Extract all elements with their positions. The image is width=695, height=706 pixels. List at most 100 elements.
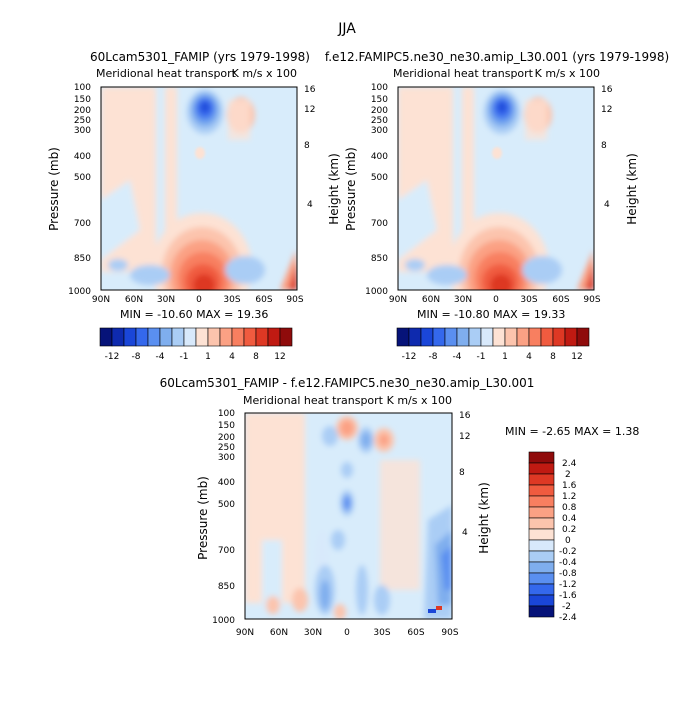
y-tick: 700 <box>371 219 388 229</box>
x-tick: 60N <box>125 295 143 305</box>
cbar-label: 8 <box>253 352 259 362</box>
panel-2-subtitle: Meridional heat transport <box>393 67 534 80</box>
cbar-label: -4 <box>453 352 462 362</box>
panel-3-minmax: MIN = -2.65 MAX = 1.38 <box>505 425 639 438</box>
panel-1-units: K m/s x 100 <box>232 67 297 80</box>
y-tick: 200 <box>371 106 388 116</box>
cbar-label: 4 <box>229 352 235 362</box>
x-tick: 0 <box>344 628 350 638</box>
panel-1-minmax: MIN = -10.60 MAX = 19.36 <box>120 308 268 321</box>
cbar-label: 12 <box>274 352 285 362</box>
x-tick: 0 <box>493 295 499 305</box>
y-tick: 1000 <box>68 287 91 297</box>
x-tick: 90S <box>583 295 600 305</box>
x-tick: 90S <box>441 628 458 638</box>
h-tick: 4 <box>604 200 610 210</box>
h-tick: 8 <box>459 468 465 478</box>
panel-3-title: 60Lcam5301_FAMIP - f.e12.FAMIPC5.ne30_ne… <box>160 376 535 390</box>
x-tick: 90N <box>236 628 254 638</box>
cbar-label: -0.8 <box>559 569 577 579</box>
panel-3-ylabel: Pressure (mb) <box>196 476 210 560</box>
panel-2-ylabel: Pressure (mb) <box>344 147 358 231</box>
y-tick: 150 <box>218 421 235 431</box>
x-tick: 30S <box>373 628 390 638</box>
panel-3-units: K m/s x 100 <box>387 394 452 407</box>
cbar-label: -4 <box>156 352 165 362</box>
x-tick: 0 <box>196 295 202 305</box>
h-tick: 8 <box>304 141 310 151</box>
panel-1-ylabel: Pressure (mb) <box>47 147 61 231</box>
panel-2-field <box>398 87 594 290</box>
y-tick: 400 <box>371 152 388 162</box>
x-tick: 30N <box>304 628 322 638</box>
cbar-label: 2 <box>565 470 571 480</box>
panel-2: f.e12.FAMIPC5.ne30_ne30.amip_L30.001 (yr… <box>325 50 669 362</box>
cbar-label: -2.4 <box>559 613 577 623</box>
y-tick: 300 <box>371 126 388 136</box>
x-tick: 60S <box>407 628 424 638</box>
cbar-label: 12 <box>571 352 582 362</box>
panel-2-minmax: MIN = -10.80 MAX = 19.33 <box>417 308 565 321</box>
panel-2-yticks: 100 150 200 250 300 400 500 700 850 1000 <box>365 83 388 297</box>
y-tick: 100 <box>218 409 235 419</box>
panel-1-subtitle: Meridional heat transport <box>96 67 237 80</box>
page-title: JJA <box>337 21 356 37</box>
y-tick: 250 <box>74 116 91 126</box>
y-tick: 400 <box>218 478 235 488</box>
cbar-label: -1 <box>477 352 486 362</box>
panel-1: 60Lcam5301_FAMIP (yrs 1979-1998) Meridio… <box>47 50 341 362</box>
y-tick: 100 <box>371 83 388 93</box>
panel-1-colorbar: -12 -8 -4 -1 1 4 8 12 <box>99 327 293 362</box>
h-tick: 8 <box>601 141 607 151</box>
x-tick: 90S <box>286 295 303 305</box>
x-tick: 90N <box>389 295 407 305</box>
x-tick: 30S <box>520 295 537 305</box>
x-tick: 60N <box>270 628 288 638</box>
h-tick: 16 <box>304 85 316 95</box>
panel-1-hticks: 16 12 8 4 <box>304 85 316 210</box>
y-tick: 100 <box>74 83 91 93</box>
y-tick: 250 <box>371 116 388 126</box>
y-tick: 300 <box>218 453 235 463</box>
panel-1-hlabel: Height (km) <box>327 153 341 224</box>
y-tick: 850 <box>371 254 388 264</box>
y-tick: 500 <box>371 173 388 183</box>
y-tick: 200 <box>74 106 91 116</box>
h-tick: 12 <box>459 432 470 442</box>
h-tick: 12 <box>304 105 315 115</box>
y-tick: 850 <box>74 254 91 264</box>
panel-2-colorbar: -12 -8 -4 -1 1 4 8 12 <box>396 327 590 362</box>
cbar-label: 0.8 <box>562 503 577 513</box>
panel-3-hticks: 16 12 8 4 <box>459 411 471 538</box>
cbar-label: 4 <box>526 352 532 362</box>
cbar-label: -0.2 <box>559 547 577 557</box>
y-tick: 200 <box>218 433 235 443</box>
panel-3-hlabel: Height (km) <box>477 482 491 553</box>
h-tick: 12 <box>601 105 612 115</box>
cbar-label: 0 <box>565 536 571 546</box>
h-tick: 16 <box>601 85 613 95</box>
x-tick: 30S <box>223 295 240 305</box>
panel-3-colorbar: 2.4 2 1.6 1.2 0.8 0.4 0.2 0 -0.2 -0.4 -0… <box>528 451 577 623</box>
cbar-label: 1.6 <box>562 481 577 491</box>
y-tick: 250 <box>218 443 235 453</box>
panel-2-title: f.e12.FAMIPC5.ne30_ne30.amip_L30.001 (yr… <box>325 50 669 64</box>
panel-1-yticks: 100 150 200 250 300 400 500 700 850 1000 <box>68 83 91 297</box>
panel-2-hlabel: Height (km) <box>625 153 639 224</box>
y-tick: 700 <box>218 546 235 556</box>
panel-2-frame <box>397 86 595 291</box>
cbar-label: -8 <box>132 352 141 362</box>
y-tick: 400 <box>74 152 91 162</box>
x-tick: 90N <box>92 295 110 305</box>
y-tick: 1000 <box>212 616 235 626</box>
y-tick: 850 <box>218 582 235 592</box>
cbar-label: 2.4 <box>562 459 577 469</box>
cbar-label: -2 <box>562 602 571 612</box>
panel-3: 60Lcam5301_FAMIP - f.e12.FAMIPC5.ne30_ne… <box>160 376 640 638</box>
y-tick: 150 <box>371 95 388 105</box>
cbar-label: 8 <box>550 352 556 362</box>
x-tick: 60N <box>422 295 440 305</box>
x-tick: 30N <box>157 295 175 305</box>
y-tick: 500 <box>74 173 91 183</box>
